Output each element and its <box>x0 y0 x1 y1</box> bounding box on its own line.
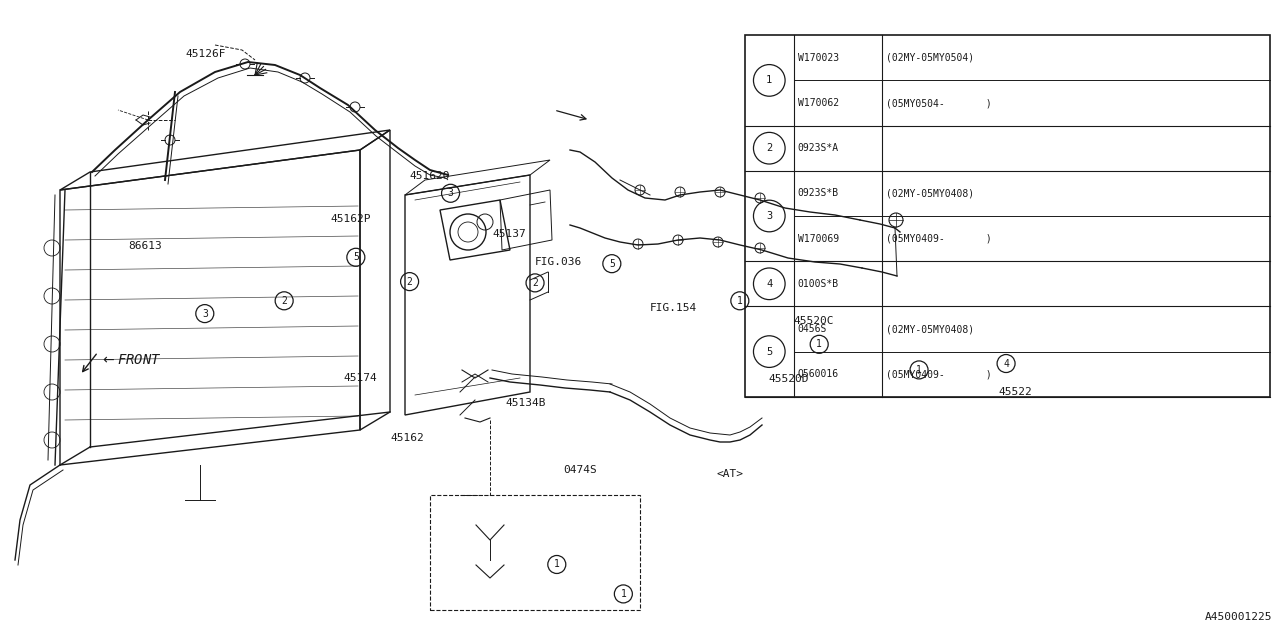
Text: 45134B: 45134B <box>506 398 547 408</box>
Text: 3: 3 <box>448 188 453 198</box>
Text: (02MY-05MY0408): (02MY-05MY0408) <box>886 324 974 334</box>
Text: W170023: W170023 <box>797 53 838 63</box>
Text: 2: 2 <box>532 278 538 288</box>
Text: 86613: 86613 <box>128 241 161 252</box>
Text: 45126F: 45126F <box>186 49 227 60</box>
Text: 1: 1 <box>621 589 626 599</box>
Text: 2: 2 <box>282 296 287 306</box>
Text: W170062: W170062 <box>797 98 838 108</box>
Text: 2: 2 <box>407 276 412 287</box>
Text: 0456S: 0456S <box>797 324 827 334</box>
Text: 45174: 45174 <box>343 372 376 383</box>
Text: 0923S*B: 0923S*B <box>797 188 838 198</box>
Text: 5: 5 <box>767 347 772 356</box>
Text: 45137: 45137 <box>493 228 526 239</box>
Text: FIG.154: FIG.154 <box>650 303 698 314</box>
Text: 1: 1 <box>916 365 922 375</box>
Text: (05MY0504-       ): (05MY0504- ) <box>886 98 991 108</box>
Text: 45522: 45522 <box>998 387 1032 397</box>
Text: 0923S*A: 0923S*A <box>797 143 838 153</box>
Text: 0100S*B: 0100S*B <box>797 279 838 289</box>
Text: 3: 3 <box>767 211 772 221</box>
Text: $\leftarrow$FRONT: $\leftarrow$FRONT <box>100 353 161 367</box>
Text: 1: 1 <box>554 559 559 570</box>
Text: Q560016: Q560016 <box>797 369 838 379</box>
Text: (02MY-05MY0504): (02MY-05MY0504) <box>886 53 974 63</box>
Bar <box>745 35 1270 397</box>
Text: 1: 1 <box>767 76 772 85</box>
Text: 45520D: 45520D <box>768 374 809 384</box>
Text: 45520C: 45520C <box>794 316 835 326</box>
Text: (05MY0409-       ): (05MY0409- ) <box>886 369 991 379</box>
Text: 5: 5 <box>609 259 614 269</box>
Text: 45162Q: 45162Q <box>410 171 451 181</box>
Text: FIG.036: FIG.036 <box>535 257 582 268</box>
Text: 1: 1 <box>737 296 742 306</box>
Text: (05MY0409-       ): (05MY0409- ) <box>886 234 991 244</box>
Text: 2: 2 <box>767 143 772 153</box>
Text: 45162: 45162 <box>390 433 424 444</box>
Text: 1: 1 <box>817 339 822 349</box>
Text: 45162P: 45162P <box>330 214 371 224</box>
Text: 4: 4 <box>767 279 772 289</box>
Text: <AT>: <AT> <box>717 468 744 479</box>
Text: A450001225: A450001225 <box>1204 612 1272 622</box>
Text: 4: 4 <box>1004 358 1009 369</box>
Text: (02MY-05MY0408): (02MY-05MY0408) <box>886 188 974 198</box>
Text: W170069: W170069 <box>797 234 838 244</box>
Text: 0474S: 0474S <box>563 465 596 476</box>
Text: 3: 3 <box>202 308 207 319</box>
Text: 5: 5 <box>353 252 358 262</box>
Bar <box>430 495 640 610</box>
